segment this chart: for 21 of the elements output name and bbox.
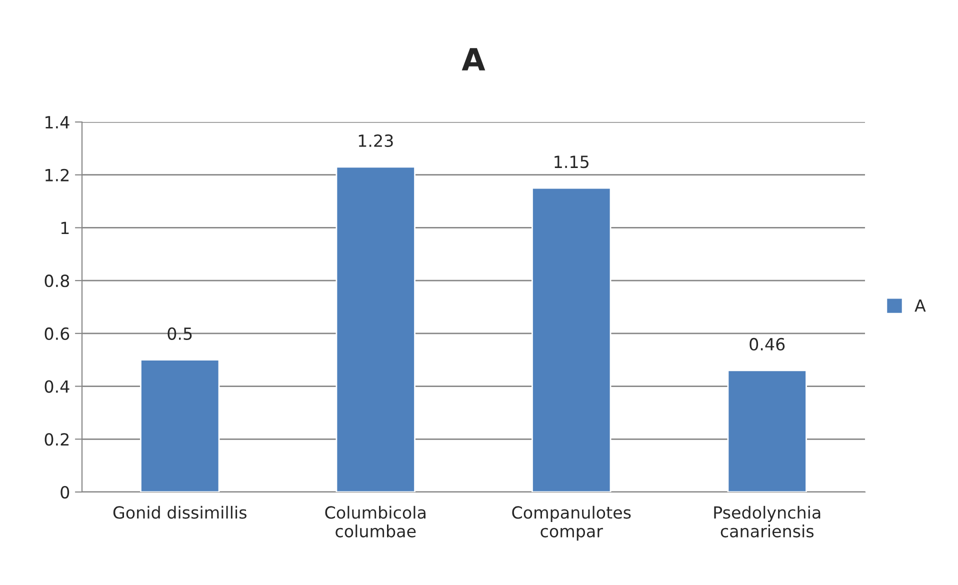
y-tick-label: 0.8 — [44, 274, 70, 288]
x-tick-label: Companulotes compar — [512, 506, 631, 541]
bar — [532, 187, 612, 492]
y-tick-label: 1 — [61, 222, 69, 234]
y-tick-label: 1.2 — [46, 168, 69, 182]
legend-label: A — [914, 299, 926, 312]
y-tick-label: 0.2 — [44, 433, 69, 446]
bar — [727, 370, 807, 492]
bar — [336, 166, 416, 492]
x-tick-label: Psedolynchia canariensis — [714, 506, 820, 538]
bar — [140, 359, 220, 492]
x-tick-label: Columbicola columbae — [325, 506, 426, 538]
y-tick-label: 0.6 — [44, 327, 70, 340]
y-tick-label: 0.4 — [44, 380, 70, 393]
data-label: 0.46 — [750, 338, 785, 351]
data-label: 1.23 — [358, 134, 393, 148]
y-tick-label: 1.4 — [46, 116, 70, 128]
y-tick-label: 0 — [60, 486, 70, 499]
data-label: 1.15 — [554, 156, 588, 168]
x-tick-label: Gonid dissimillis — [113, 506, 246, 519]
chart-title: A — [462, 48, 486, 70]
